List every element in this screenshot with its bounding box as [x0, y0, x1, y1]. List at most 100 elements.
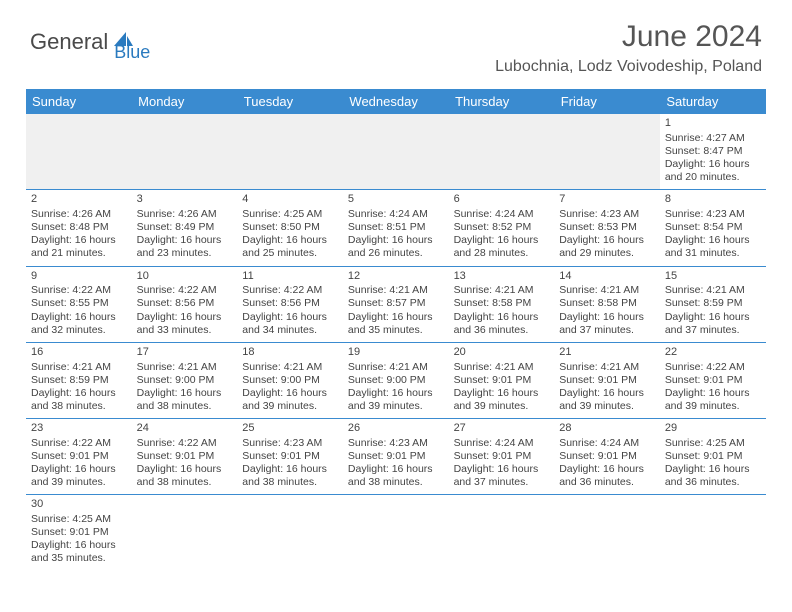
sunrise-text: Sunrise: 4:25 AM: [31, 513, 127, 526]
day-header-friday: Friday: [554, 89, 660, 114]
daylight-text: Daylight: 16 hours and 32 minutes.: [31, 311, 127, 337]
day-number: 15: [665, 270, 761, 284]
day-number: 22: [665, 346, 761, 360]
daylight-text: Daylight: 16 hours and 39 minutes.: [348, 387, 444, 413]
sunset-text: Sunset: 8:50 PM: [242, 221, 338, 234]
sunrise-text: Sunrise: 4:23 AM: [242, 437, 338, 450]
day-number: 10: [137, 270, 233, 284]
day-number: 14: [559, 270, 655, 284]
day-header-wednesday: Wednesday: [343, 89, 449, 114]
day-cell: 24Sunrise: 4:22 AMSunset: 9:01 PMDayligh…: [132, 419, 238, 495]
daylight-text: Daylight: 16 hours and 38 minutes.: [242, 463, 338, 489]
sunrise-text: Sunrise: 4:21 AM: [242, 361, 338, 374]
day-number: 27: [454, 422, 550, 436]
day-header-monday: Monday: [132, 89, 238, 114]
day-cell: 7Sunrise: 4:23 AMSunset: 8:53 PMDaylight…: [554, 190, 660, 266]
day-cell: 11Sunrise: 4:22 AMSunset: 8:56 PMDayligh…: [237, 266, 343, 342]
day-number: 20: [454, 346, 550, 360]
day-number: 13: [454, 270, 550, 284]
day-cell: 14Sunrise: 4:21 AMSunset: 8:58 PMDayligh…: [554, 266, 660, 342]
day-header-thursday: Thursday: [449, 89, 555, 114]
sunrise-text: Sunrise: 4:21 AM: [348, 361, 444, 374]
sunrise-text: Sunrise: 4:22 AM: [137, 284, 233, 297]
daylight-text: Daylight: 16 hours and 38 minutes.: [137, 387, 233, 413]
day-cell: [237, 114, 343, 190]
day-cell: 9Sunrise: 4:22 AMSunset: 8:55 PMDaylight…: [26, 266, 132, 342]
sunset-text: Sunset: 9:01 PM: [31, 450, 127, 463]
week-row: 30Sunrise: 4:25 AMSunset: 9:01 PMDayligh…: [26, 495, 766, 571]
sunrise-text: Sunrise: 4:22 AM: [137, 437, 233, 450]
day-header-tuesday: Tuesday: [237, 89, 343, 114]
day-cell: 10Sunrise: 4:22 AMSunset: 8:56 PMDayligh…: [132, 266, 238, 342]
daylight-text: Daylight: 16 hours and 21 minutes.: [31, 234, 127, 260]
day-number: 2: [31, 193, 127, 207]
sunrise-text: Sunrise: 4:22 AM: [242, 284, 338, 297]
sunset-text: Sunset: 9:01 PM: [665, 450, 761, 463]
day-header-sunday: Sunday: [26, 89, 132, 114]
sunrise-text: Sunrise: 4:22 AM: [665, 361, 761, 374]
sunrise-text: Sunrise: 4:24 AM: [454, 208, 550, 221]
day-cell: [449, 495, 555, 571]
week-row: 1Sunrise: 4:27 AMSunset: 8:47 PMDaylight…: [26, 114, 766, 190]
sunrise-text: Sunrise: 4:21 AM: [31, 361, 127, 374]
sunrise-text: Sunrise: 4:27 AM: [665, 132, 761, 145]
daylight-text: Daylight: 16 hours and 23 minutes.: [137, 234, 233, 260]
day-cell: [343, 495, 449, 571]
day-cell: 1Sunrise: 4:27 AMSunset: 8:47 PMDaylight…: [660, 114, 766, 190]
sunrise-text: Sunrise: 4:26 AM: [137, 208, 233, 221]
sunset-text: Sunset: 8:53 PM: [559, 221, 655, 234]
day-number: 28: [559, 422, 655, 436]
day-header-saturday: Saturday: [660, 89, 766, 114]
daylight-text: Daylight: 16 hours and 39 minutes.: [559, 387, 655, 413]
sunset-text: Sunset: 9:01 PM: [31, 526, 127, 539]
daylight-text: Daylight: 16 hours and 34 minutes.: [242, 311, 338, 337]
header: General Blue June 2024 Lubochnia, Lodz V…: [0, 0, 792, 81]
day-number: 3: [137, 193, 233, 207]
daylight-text: Daylight: 16 hours and 38 minutes.: [31, 387, 127, 413]
sunset-text: Sunset: 8:51 PM: [348, 221, 444, 234]
sunset-text: Sunset: 9:00 PM: [242, 374, 338, 387]
sunrise-text: Sunrise: 4:21 AM: [665, 284, 761, 297]
sunset-text: Sunset: 8:55 PM: [31, 297, 127, 310]
logo-text-general: General: [30, 29, 108, 55]
day-header-row: SundayMondayTuesdayWednesdayThursdayFrid…: [26, 89, 766, 114]
day-number: 17: [137, 346, 233, 360]
day-number: 4: [242, 193, 338, 207]
sunset-text: Sunset: 8:59 PM: [31, 374, 127, 387]
day-number: 5: [348, 193, 444, 207]
day-cell: 20Sunrise: 4:21 AMSunset: 9:01 PMDayligh…: [449, 342, 555, 418]
day-cell: 5Sunrise: 4:24 AMSunset: 8:51 PMDaylight…: [343, 190, 449, 266]
daylight-text: Daylight: 16 hours and 39 minutes.: [242, 387, 338, 413]
sunset-text: Sunset: 8:52 PM: [454, 221, 550, 234]
day-number: 25: [242, 422, 338, 436]
day-cell: [26, 114, 132, 190]
sunrise-text: Sunrise: 4:23 AM: [348, 437, 444, 450]
day-number: 8: [665, 193, 761, 207]
sunset-text: Sunset: 9:01 PM: [454, 374, 550, 387]
sunset-text: Sunset: 8:58 PM: [454, 297, 550, 310]
day-cell: 26Sunrise: 4:23 AMSunset: 9:01 PMDayligh…: [343, 419, 449, 495]
daylight-text: Daylight: 16 hours and 37 minutes.: [559, 311, 655, 337]
week-row: 9Sunrise: 4:22 AMSunset: 8:55 PMDaylight…: [26, 266, 766, 342]
day-number: 12: [348, 270, 444, 284]
daylight-text: Daylight: 16 hours and 33 minutes.: [137, 311, 233, 337]
sunrise-text: Sunrise: 4:24 AM: [559, 437, 655, 450]
sunset-text: Sunset: 9:00 PM: [348, 374, 444, 387]
daylight-text: Daylight: 16 hours and 39 minutes.: [454, 387, 550, 413]
day-cell: 8Sunrise: 4:23 AMSunset: 8:54 PMDaylight…: [660, 190, 766, 266]
logo-text-blue: Blue: [114, 42, 150, 63]
day-number: 26: [348, 422, 444, 436]
daylight-text: Daylight: 16 hours and 36 minutes.: [559, 463, 655, 489]
sunset-text: Sunset: 8:59 PM: [665, 297, 761, 310]
daylight-text: Daylight: 16 hours and 37 minutes.: [454, 463, 550, 489]
logo: General Blue: [30, 20, 150, 63]
day-cell: [237, 495, 343, 571]
day-number: 18: [242, 346, 338, 360]
sunset-text: Sunset: 8:57 PM: [348, 297, 444, 310]
sunset-text: Sunset: 8:58 PM: [559, 297, 655, 310]
day-cell: 4Sunrise: 4:25 AMSunset: 8:50 PMDaylight…: [237, 190, 343, 266]
daylight-text: Daylight: 16 hours and 20 minutes.: [665, 158, 761, 184]
day-number: 24: [137, 422, 233, 436]
sunrise-text: Sunrise: 4:24 AM: [348, 208, 444, 221]
day-cell: 19Sunrise: 4:21 AMSunset: 9:00 PMDayligh…: [343, 342, 449, 418]
